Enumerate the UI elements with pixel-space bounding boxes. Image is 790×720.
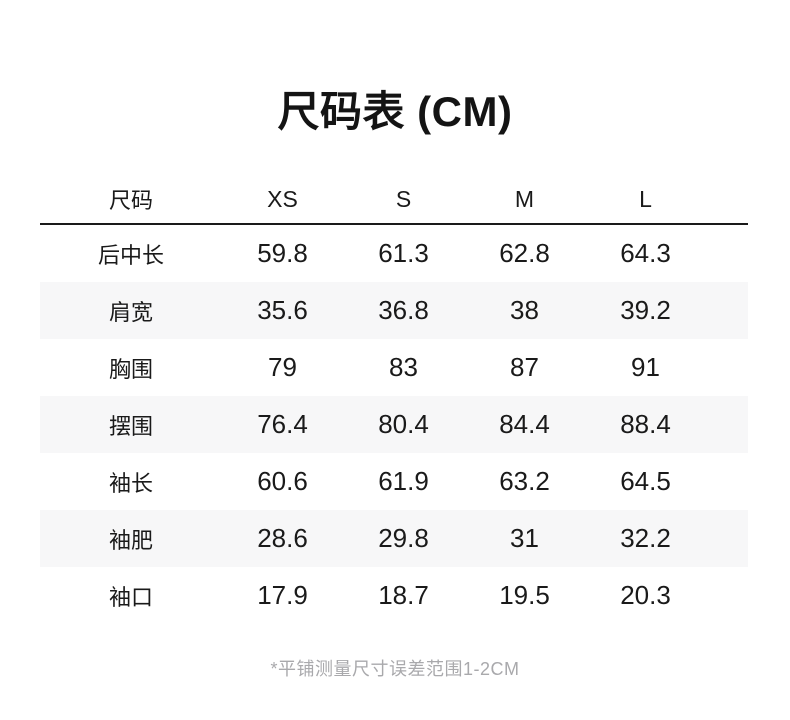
table-row: 后中长 59.8 61.3 62.8 64.3 bbox=[40, 225, 748, 282]
row-label: 肩宽 bbox=[108, 299, 153, 325]
cell-value: 31 bbox=[510, 523, 539, 553]
cell-value: 79 bbox=[268, 352, 297, 382]
cell-value: 64.5 bbox=[620, 466, 671, 496]
measurement-tolerance-note: *平铺测量尺寸误差范围1-2CM bbox=[270, 659, 520, 679]
cell-value: 39.2 bbox=[620, 295, 671, 325]
cell-value: 28.6 bbox=[257, 523, 308, 553]
cell-value: 60.6 bbox=[257, 466, 308, 496]
cell-value: 88.4 bbox=[620, 409, 671, 439]
table-header-row: 尺码 XS S M L bbox=[40, 175, 748, 225]
table-row: 摆围 76.4 80.4 84.4 88.4 bbox=[40, 396, 748, 453]
cell-value: 87 bbox=[510, 352, 539, 382]
size-table: 尺码 XS S M L 后中长 59.8 61.3 62.8 64.3 肩宽 3… bbox=[40, 175, 748, 624]
cell-value: 59.8 bbox=[257, 238, 308, 268]
cell-value: 32.2 bbox=[620, 523, 671, 553]
column-header-m: M bbox=[514, 185, 535, 212]
table-row: 袖长 60.6 61.9 63.2 64.5 bbox=[40, 453, 748, 510]
cell-value: 64.3 bbox=[620, 238, 671, 268]
page-title: 尺码表 (CM) bbox=[277, 88, 513, 135]
cell-value: 29.8 bbox=[378, 523, 429, 553]
row-label: 后中长 bbox=[97, 242, 164, 268]
column-header-xs: XS bbox=[267, 185, 298, 212]
cell-value: 18.7 bbox=[378, 580, 429, 610]
column-header-size: 尺码 bbox=[108, 188, 153, 213]
row-label: 胸围 bbox=[108, 356, 153, 382]
cell-value: 61.9 bbox=[378, 466, 429, 496]
column-header-s: S bbox=[395, 185, 412, 212]
cell-value: 36.8 bbox=[378, 295, 429, 325]
cell-value: 91 bbox=[631, 352, 660, 382]
column-header-l: L bbox=[639, 185, 652, 212]
table-row: 袖肥 28.6 29.8 31 32.2 bbox=[40, 510, 748, 567]
cell-value: 35.6 bbox=[257, 295, 308, 325]
table-row: 袖口 17.9 18.7 19.5 20.3 bbox=[40, 567, 748, 624]
cell-value: 84.4 bbox=[499, 409, 550, 439]
row-label: 袖肥 bbox=[108, 527, 153, 553]
row-label: 袖长 bbox=[108, 470, 153, 496]
cell-value: 38 bbox=[510, 295, 539, 325]
cell-value: 63.2 bbox=[499, 466, 550, 496]
table-row: 肩宽 35.6 36.8 38 39.2 bbox=[40, 282, 748, 339]
cell-value: 17.9 bbox=[257, 580, 308, 610]
row-label: 摆围 bbox=[108, 413, 153, 439]
cell-value: 80.4 bbox=[378, 409, 429, 439]
cell-value: 62.8 bbox=[499, 238, 550, 268]
cell-value: 61.3 bbox=[378, 238, 429, 268]
cell-value: 76.4 bbox=[257, 409, 308, 439]
row-label: 袖口 bbox=[108, 584, 153, 610]
cell-value: 20.3 bbox=[620, 580, 671, 610]
cell-value: 83 bbox=[389, 352, 418, 382]
table-row: 胸围 79 83 87 91 bbox=[40, 339, 748, 396]
cell-value: 19.5 bbox=[499, 580, 550, 610]
